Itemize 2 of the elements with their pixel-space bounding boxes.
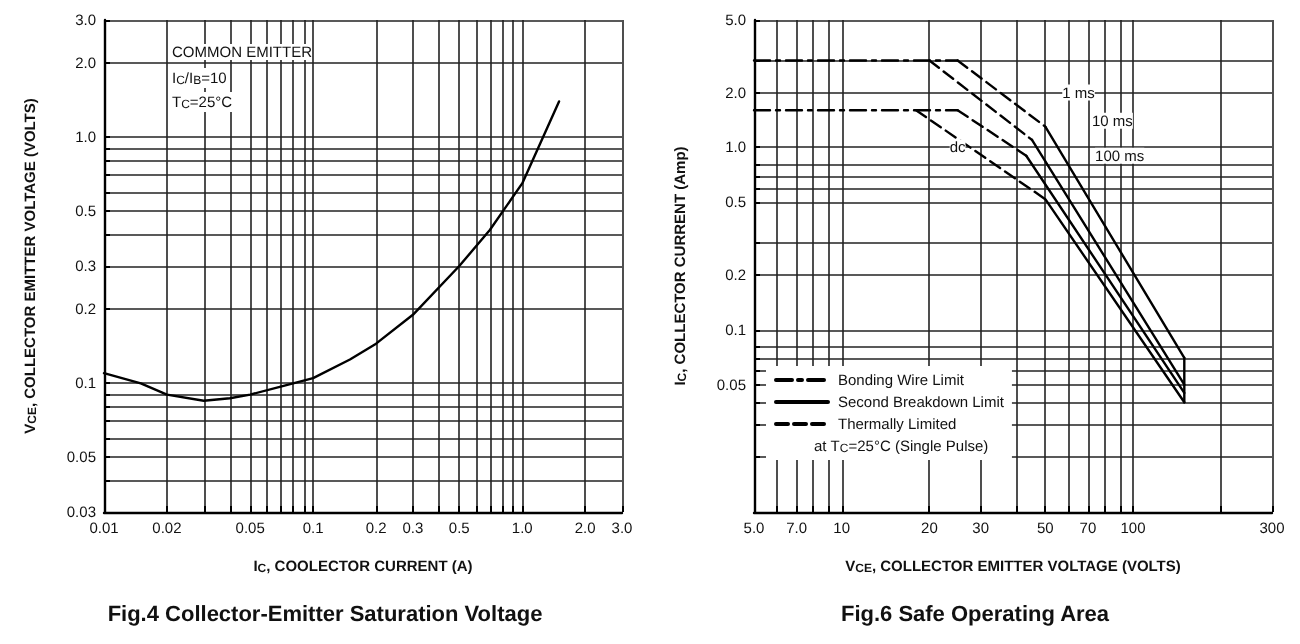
text: Fig.6 Safe Operating Area xyxy=(840,603,1111,627)
text: Fig.4 Collector-Emitter Saturation Voltage xyxy=(107,603,543,627)
